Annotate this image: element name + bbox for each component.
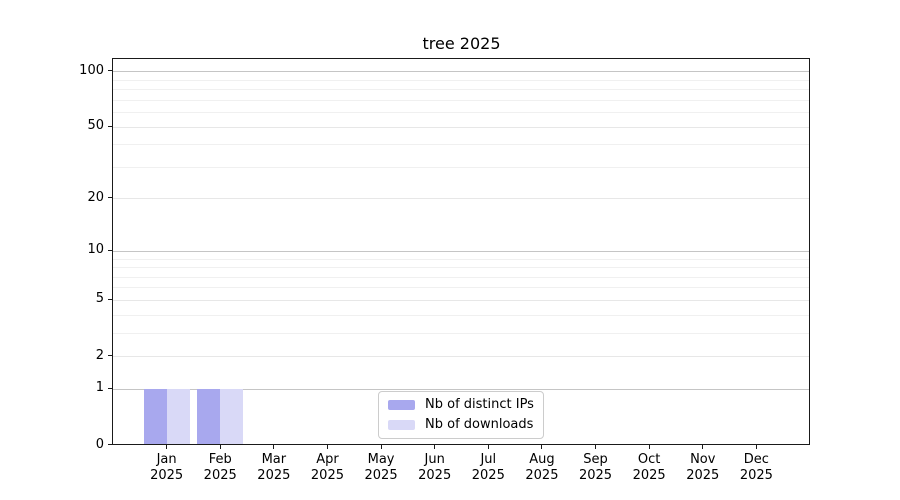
major-gridline <box>113 198 809 200</box>
y-tick-mark <box>108 249 112 251</box>
major-gridline <box>113 356 809 358</box>
y-tick-label: 1 <box>95 380 104 396</box>
x-tick-label: Feb 2025 <box>203 451 237 484</box>
x-tick-label: Sep 2025 <box>578 451 613 484</box>
bar <box>220 388 244 444</box>
minor-gridline <box>113 144 809 146</box>
y-tick-label: 100 <box>79 62 104 78</box>
y-tick-mark <box>108 387 112 389</box>
x-tick-label: Mar 2025 <box>257 451 291 484</box>
legend-label: Nb of distinct IPs <box>425 397 534 412</box>
bars-layer <box>113 59 809 444</box>
minor-gridline <box>113 99 809 101</box>
minor-gridline <box>113 287 809 289</box>
minor-gridline <box>113 258 809 260</box>
minor-gridline <box>113 112 809 114</box>
x-tick-mark <box>434 444 436 449</box>
x-tick-mark <box>702 444 704 449</box>
minor-gridline <box>113 166 809 168</box>
x-tick-mark <box>648 444 650 449</box>
x-tick-label: Jun 2025 <box>418 451 452 484</box>
plot-area <box>112 58 810 445</box>
y-tick-mark <box>108 197 112 199</box>
x-tick-mark <box>755 444 757 449</box>
minor-gridline <box>113 332 809 334</box>
major-gridline <box>113 126 809 128</box>
major-gridline <box>113 388 809 390</box>
x-tick-label: Jan 2025 <box>150 451 184 484</box>
chart-title: tree 2025 <box>422 34 501 53</box>
x-tick-label: Nov 2025 <box>686 451 720 484</box>
minor-gridline <box>113 79 809 81</box>
minor-gridline <box>113 89 809 91</box>
minor-gridline <box>113 267 809 269</box>
y-tick-mark <box>108 355 112 357</box>
y-tick-label: 2 <box>95 347 104 363</box>
x-tick-mark <box>541 444 543 449</box>
legend-swatch <box>388 400 415 410</box>
x-tick-mark <box>219 444 221 449</box>
y-tick-label: 0 <box>95 436 104 452</box>
x-tick-mark <box>487 444 489 449</box>
legend-swatch <box>388 420 415 430</box>
major-gridline <box>113 299 809 301</box>
y-tick-mark <box>108 70 112 72</box>
bar <box>166 388 190 444</box>
x-tick-mark <box>166 444 168 449</box>
x-tick-label: Jul 2025 <box>471 451 505 484</box>
x-tick-label: Apr 2025 <box>310 451 344 484</box>
bar <box>197 388 221 444</box>
y-tick-label: 10 <box>87 242 104 258</box>
y-tick-label: 20 <box>87 189 104 205</box>
x-tick-mark <box>380 444 382 449</box>
x-tick-mark <box>595 444 597 449</box>
y-tick-label: 50 <box>87 118 104 134</box>
major-gridline <box>113 250 809 252</box>
x-tick-label: Oct 2025 <box>632 451 666 484</box>
x-tick-label: Dec 2025 <box>739 451 773 484</box>
legend: Nb of distinct IPs Nb of downloads <box>378 391 544 439</box>
major-gridline <box>113 71 809 73</box>
minor-gridline <box>113 314 809 316</box>
y-tick-label: 5 <box>95 291 104 307</box>
bar <box>143 388 167 444</box>
y-tick-mark <box>108 444 112 445</box>
y-tick-mark <box>108 125 112 127</box>
legend-entry: Nb of distinct IPs <box>388 397 534 413</box>
minor-gridline <box>113 276 809 278</box>
legend-entry: Nb of downloads <box>388 417 534 433</box>
x-tick-mark <box>273 444 275 449</box>
gridlines-layer <box>113 59 809 444</box>
x-tick-label: Aug 2025 <box>525 451 559 484</box>
legend-label: Nb of downloads <box>425 417 534 432</box>
x-tick-label: May 2025 <box>364 451 398 484</box>
y-tick-mark <box>108 298 112 300</box>
x-tick-mark <box>326 444 328 449</box>
